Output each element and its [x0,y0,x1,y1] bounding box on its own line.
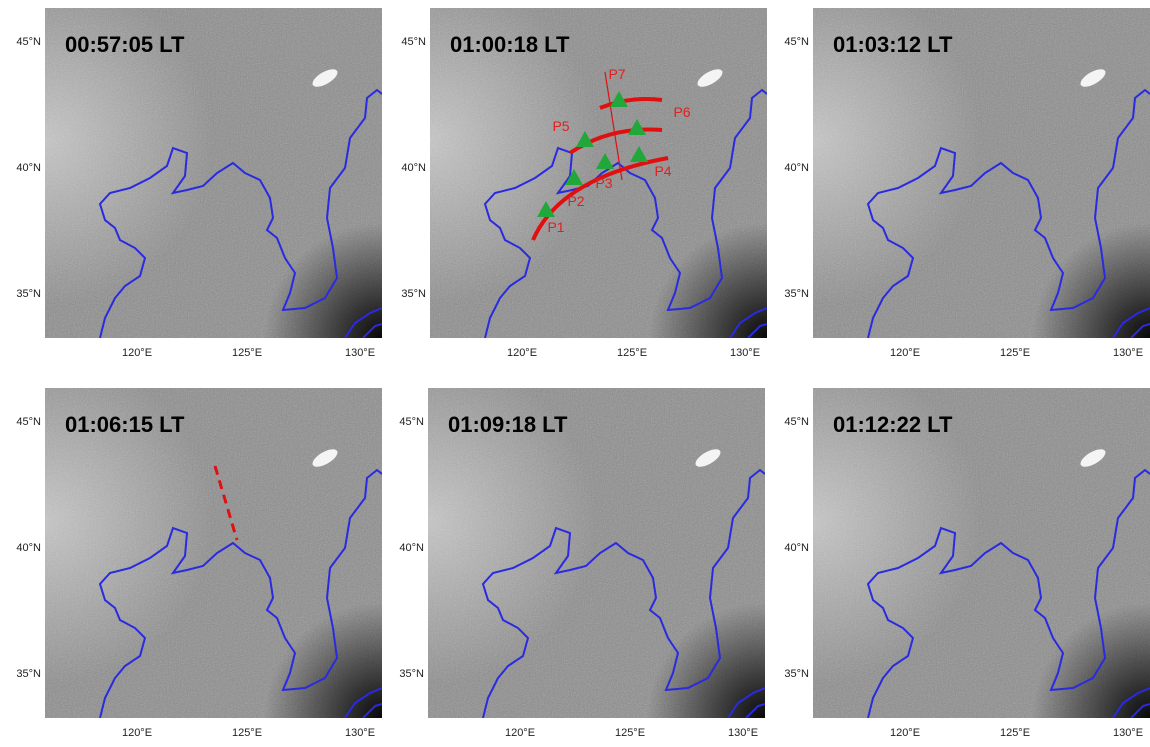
map-image [45,8,382,338]
map-background [45,388,382,718]
station-label: P7 [608,66,625,82]
map-panel: 01:00:18 LT 45°N 40°N 35°N 120°E 125°E 130°E P1… [401,8,767,359]
time-label: 01:00:18 LT [450,32,570,57]
lat-tick-label: 45°N [16,416,41,428]
lon-tick-label: 125°E [615,727,645,739]
lon-tick-label: 130°E [345,727,375,739]
time-label: 01:03:12 LT [833,32,953,57]
lon-tick-label: 120°E [890,727,920,739]
lat-tick-label: 40°N [399,542,424,554]
map-panel: 01:03:12 LT 45°N 40°N 35°N 120°E 125°E 130°E [784,8,1150,359]
map-background [45,8,382,338]
map-image [813,8,1150,338]
lat-tick-label: 40°N [784,162,809,174]
lon-tick-label: 125°E [617,347,647,359]
lat-tick-label: 45°N [784,36,809,48]
time-label: 01:06:15 LT [65,412,185,437]
lon-tick-label: 120°E [122,727,152,739]
map-panel: 00:57:05 LT 45°N 40°N 35°N 120°E 125°E 130°E [16,8,382,359]
lon-tick-label: 125°E [232,727,262,739]
lat-tick-label: 35°N [784,668,809,680]
lat-tick-label: 45°N [401,36,426,48]
lon-tick-label: 120°E [505,727,535,739]
map-image [430,8,767,338]
lat-tick-label: 40°N [16,542,41,554]
time-label: 00:57:05 LT [65,32,185,57]
lat-tick-label: 40°N [401,162,426,174]
lon-tick-label: 130°E [345,347,375,359]
map-image [428,388,765,718]
map-image [45,388,382,718]
lon-tick-label: 130°E [730,347,760,359]
station-label: P1 [547,219,564,235]
lon-tick-label: 125°E [1000,727,1030,739]
lon-tick-label: 130°E [1113,727,1143,739]
lat-tick-label: 40°N [784,542,809,554]
map-image [813,388,1150,718]
map-panel: 01:09:18 LT 45°N 40°N 35°N 120°E 125°E 130°E [399,388,765,739]
lon-tick-label: 120°E [122,347,152,359]
station-label: P2 [567,193,584,209]
map-background [428,388,765,718]
map-panel: 01:12:22 LT 45°N 40°N 35°N 120°E 125°E 130°E [784,388,1150,739]
lon-tick-label: 120°E [890,347,920,359]
map-background [430,8,767,338]
lat-tick-label: 45°N [399,416,424,428]
lat-tick-label: 45°N [16,36,41,48]
lon-tick-label: 130°E [728,727,758,739]
lon-tick-label: 125°E [1000,347,1030,359]
station-label: P6 [673,104,690,120]
map-background [813,388,1150,718]
station-label: P4 [654,163,671,179]
lon-tick-label: 120°E [507,347,537,359]
figure: 00:57:05 LT45°N40°N35°N120°E125°E130°E01… [0,0,1150,747]
map-background [813,8,1150,338]
map-panel: 01:06:15 LT 45°N 40°N 35°N 120°E 125°E 130°E [16,388,382,739]
lon-tick-label: 130°E [1113,347,1143,359]
lat-tick-label: 35°N [16,668,41,680]
lat-tick-label: 35°N [401,288,426,300]
time-label: 01:12:22 LT [833,412,953,437]
lat-tick-label: 35°N [399,668,424,680]
station-label: P3 [595,175,612,191]
lat-tick-label: 35°N [784,288,809,300]
lat-tick-label: 40°N [16,162,41,174]
time-label: 01:09:18 LT [448,412,568,437]
lon-tick-label: 125°E [232,347,262,359]
lat-tick-label: 45°N [784,416,809,428]
lat-tick-label: 35°N [16,288,41,300]
station-label: P5 [552,118,569,134]
